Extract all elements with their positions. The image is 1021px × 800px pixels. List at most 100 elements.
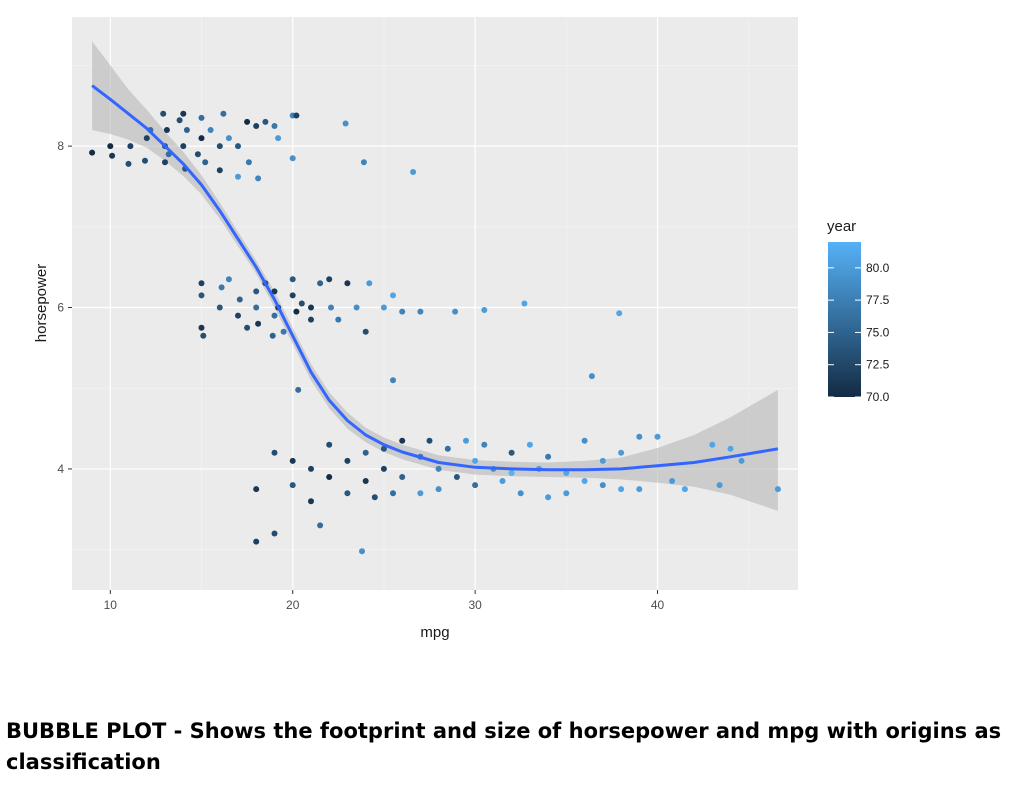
data-point: [390, 292, 396, 299]
data-point: [143, 135, 150, 142]
smooth-line-layer: [91, 84, 779, 472]
data-point: [253, 486, 260, 493]
data-point: [89, 149, 96, 156]
data-point: [362, 328, 369, 335]
x-tick-label: 20: [286, 598, 300, 612]
x-tick-label: 30: [468, 598, 482, 612]
data-point: [200, 332, 207, 339]
data-point: [453, 474, 460, 480]
data-point: [275, 135, 282, 142]
legend-label: 72.5: [866, 358, 890, 372]
plot-panel: [72, 17, 798, 590]
legend-label: 70.0: [866, 390, 890, 404]
data-point: [216, 167, 223, 174]
data-point: [481, 307, 488, 313]
data-point: [216, 143, 223, 150]
data-point: [280, 328, 287, 335]
data-point: [269, 332, 276, 339]
data-point: [271, 449, 278, 456]
data-point: [335, 316, 342, 323]
data-point: [202, 159, 209, 166]
data-point: [681, 486, 688, 493]
confidence-ribbon-layer: [92, 41, 778, 511]
data-point: [289, 155, 296, 162]
data-point: [616, 310, 623, 317]
data-point: [160, 110, 167, 117]
data-point: [599, 457, 606, 464]
data-point: [526, 441, 533, 448]
data-point: [142, 157, 148, 164]
data-point: [326, 276, 333, 283]
data-point: [293, 112, 300, 119]
caption-text: BUBBLE PLOT - Shows the footprint and si…: [6, 719, 1002, 774]
data-point: [481, 441, 488, 448]
y-axis-title: horsepower: [33, 264, 50, 342]
data-point: [198, 324, 205, 331]
legend: year 80.0 77.5 75.0 72.5 70.0: [827, 218, 890, 404]
data-point: [163, 127, 170, 133]
data-point: [253, 123, 260, 129]
data-point: [271, 123, 278, 129]
data-point: [107, 143, 114, 150]
data-point: [517, 490, 524, 497]
data-point: [390, 490, 396, 497]
data-point: [636, 433, 643, 440]
data-point: [581, 478, 588, 484]
data-point: [499, 478, 506, 484]
legend-colorbar: [828, 242, 861, 397]
data-point: [271, 312, 278, 319]
data-point: [255, 175, 262, 182]
axes-layer: 10 20 30 40 4 6 8: [57, 139, 664, 612]
data-point: [289, 482, 296, 489]
data-point: [317, 280, 324, 287]
data-point: [194, 151, 201, 158]
data-point: [244, 324, 251, 331]
data-point: [183, 127, 190, 133]
data-point: [344, 457, 351, 464]
data-point: [308, 316, 314, 323]
data-point: [452, 308, 459, 315]
data-point: [198, 135, 205, 142]
data-point: [716, 482, 723, 489]
x-tick-label: 40: [651, 598, 665, 612]
data-point: [545, 494, 552, 501]
data-point: [380, 445, 387, 452]
data-point: [359, 548, 365, 555]
data-point: [225, 276, 232, 283]
y-tick-label: 8: [57, 139, 64, 153]
y-tick-label: 6: [57, 301, 64, 315]
data-point: [669, 478, 676, 484]
data-point: [353, 304, 360, 311]
data-point: [399, 308, 406, 315]
confidence-ribbon: [92, 41, 778, 511]
data-point: [235, 143, 241, 150]
data-point: [253, 538, 260, 545]
data-point: [545, 453, 552, 460]
data-point: [109, 152, 116, 159]
data-point: [216, 304, 223, 311]
data-point: [563, 470, 570, 476]
data-point: [380, 304, 387, 311]
data-point: [220, 110, 227, 117]
data-point: [235, 312, 241, 319]
data-point: [176, 117, 183, 124]
legend-label: 75.0: [866, 325, 890, 339]
data-point: [244, 118, 251, 125]
data-point: [362, 449, 369, 456]
legend-label: 80.0: [866, 261, 890, 275]
data-point: [344, 490, 351, 497]
data-point: [326, 474, 333, 480]
data-point: [508, 470, 515, 476]
data-point: [326, 441, 333, 448]
data-point: [289, 457, 296, 464]
data-point: [727, 445, 734, 452]
data-point: [293, 308, 300, 315]
data-point: [417, 490, 424, 497]
data-point: [207, 127, 214, 133]
data-point: [599, 482, 606, 489]
data-point: [410, 169, 417, 175]
data-point: [328, 304, 334, 311]
data-point: [162, 159, 168, 166]
data-point: [618, 486, 625, 493]
data-point: [618, 449, 625, 456]
